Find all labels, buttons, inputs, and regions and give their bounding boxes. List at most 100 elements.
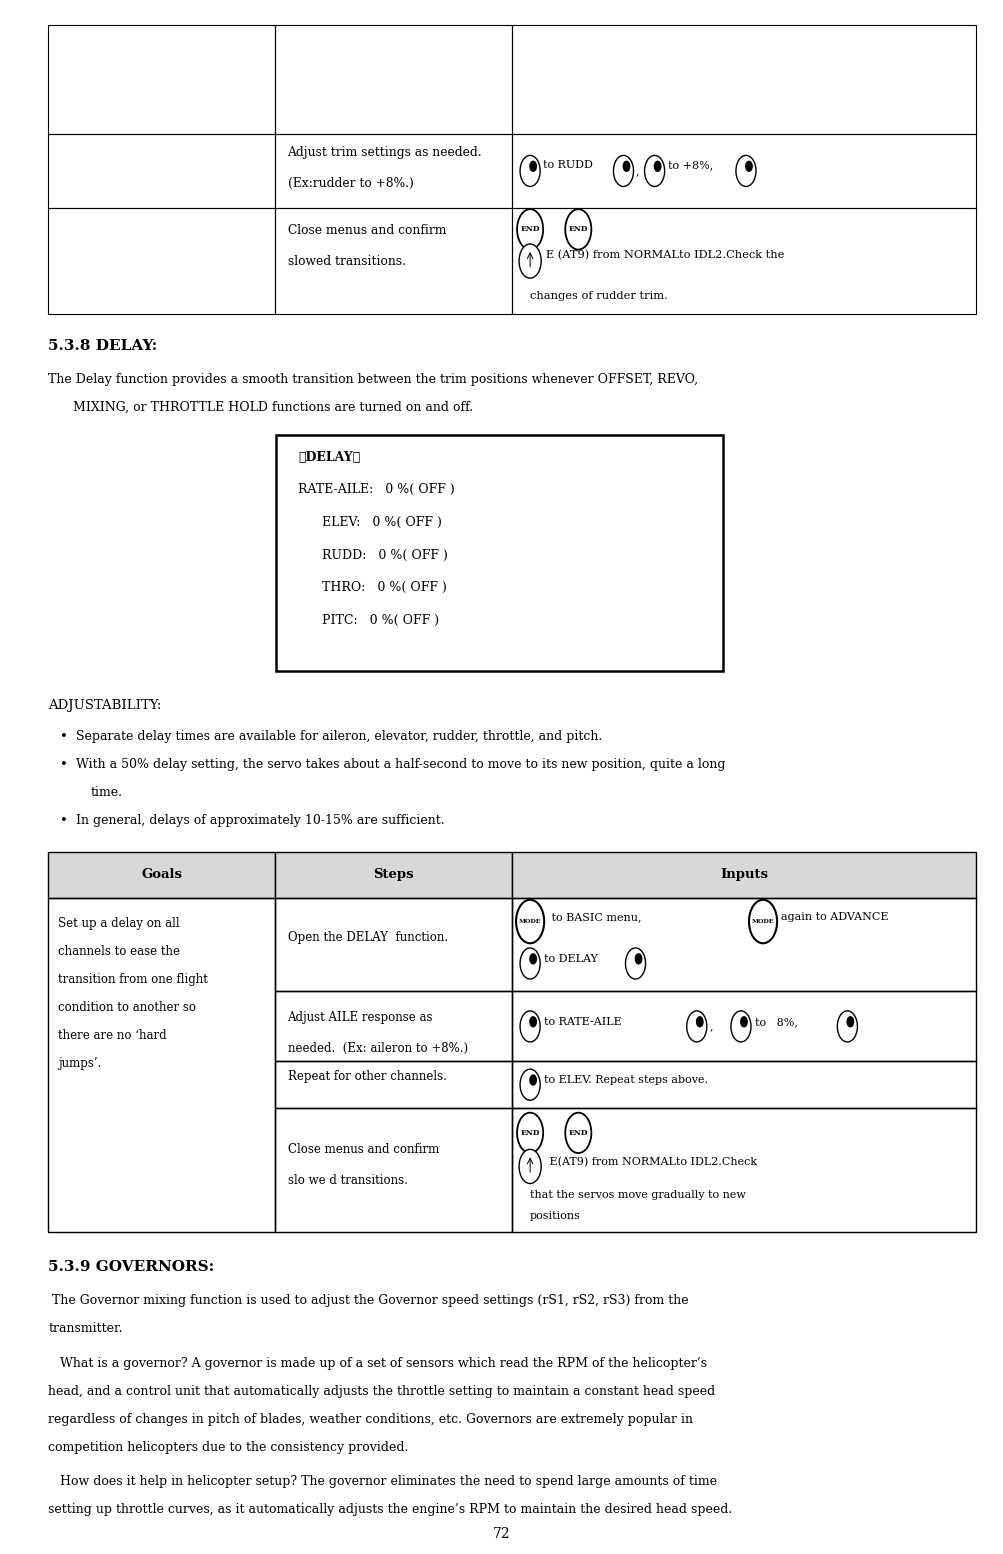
Circle shape — [517, 210, 543, 250]
Text: THRO:   0 %( OFF ): THRO: 0 %( OFF ) — [298, 581, 446, 594]
Text: E (AT9) from NORMALto IDL2.Check the: E (AT9) from NORMALto IDL2.Check the — [546, 250, 783, 260]
Text: What is a governor? A governor is made up of a set of sensors which read the RPM: What is a governor? A governor is made u… — [48, 1357, 706, 1369]
Text: Set up a delay on all: Set up a delay on all — [58, 917, 180, 929]
Text: •: • — [60, 814, 68, 827]
Text: ,: , — [635, 166, 638, 176]
Text: transition from one flight: transition from one flight — [58, 973, 208, 985]
Text: condition to another so: condition to another so — [58, 1001, 196, 1013]
Bar — [512, 208, 975, 314]
Text: END: END — [520, 1128, 540, 1138]
Text: 72: 72 — [492, 1526, 511, 1542]
Text: to DELAY: to DELAY — [544, 954, 598, 963]
Text: jumps’.: jumps’. — [58, 1057, 101, 1069]
Bar — [275, 134, 512, 208]
Text: 【DELAY】: 【DELAY】 — [298, 451, 360, 463]
Circle shape — [520, 1069, 540, 1100]
Circle shape — [847, 1016, 853, 1027]
Circle shape — [654, 162, 660, 171]
Bar — [275, 1061, 512, 1108]
Bar — [512, 134, 975, 208]
Circle shape — [519, 244, 541, 278]
Text: Steps: Steps — [373, 869, 413, 881]
Text: Adjust trim settings as needed.: Adjust trim settings as needed. — [287, 146, 481, 159]
Circle shape — [530, 1016, 536, 1027]
Circle shape — [520, 1012, 540, 1043]
Text: RUDD:   0 %( OFF ): RUDD: 0 %( OFF ) — [298, 549, 447, 561]
Text: Close menus and confirm: Close menus and confirm — [287, 1142, 438, 1156]
Bar — [512, 1108, 975, 1232]
Circle shape — [530, 1075, 536, 1085]
Text: there are no ‘hard: there are no ‘hard — [58, 1029, 166, 1041]
Text: How does it help in helicopter setup? The governor eliminates the need to spend : How does it help in helicopter setup? Th… — [48, 1475, 716, 1487]
Circle shape — [613, 155, 633, 186]
Bar — [275, 25, 512, 134]
Bar — [512, 991, 975, 1061]
Text: transmitter.: transmitter. — [48, 1322, 122, 1335]
Text: PITC:   0 %( OFF ): PITC: 0 %( OFF ) — [298, 614, 439, 626]
Circle shape — [748, 900, 776, 943]
Text: to BASIC menu,: to BASIC menu, — [548, 912, 641, 922]
Text: (Ex:rudder to +8%.): (Ex:rudder to +8%.) — [287, 177, 413, 190]
Text: Adjust AILE response as: Adjust AILE response as — [287, 1012, 432, 1024]
Text: END: END — [568, 1128, 588, 1138]
Text: to +8%,: to +8%, — [667, 160, 712, 169]
Circle shape — [735, 155, 755, 186]
Text: Inputs: Inputs — [719, 869, 767, 881]
Circle shape — [530, 162, 536, 171]
Text: MODE: MODE — [751, 918, 773, 925]
Circle shape — [565, 210, 591, 250]
Text: The Delay function provides a smooth transition between the trim positions whene: The Delay function provides a smooth tra… — [48, 373, 698, 385]
Bar — [48, 25, 275, 134]
Text: With a 50% delay setting, the servo takes about a half-second to move to its new: With a 50% delay setting, the servo take… — [76, 758, 725, 771]
Bar — [48, 208, 275, 314]
Text: regardless of changes in pitch of blades, weather conditions, etc. Governors are: regardless of changes in pitch of blades… — [48, 1413, 692, 1425]
Bar — [48, 134, 275, 208]
Text: ELEV:   0 %( OFF ): ELEV: 0 %( OFF ) — [298, 516, 441, 528]
Text: Separate delay times are available for aileron, elevator, rudder, throttle, and : Separate delay times are available for a… — [76, 730, 602, 743]
Text: Close menus and confirm: Close menus and confirm — [287, 224, 445, 236]
Text: time.: time. — [90, 786, 122, 799]
Bar — [275, 898, 512, 991]
Text: to RATE-AILE: to RATE-AILE — [544, 1016, 621, 1027]
Bar — [512, 25, 975, 134]
Text: slo we d transitions.: slo we d transitions. — [287, 1173, 407, 1187]
Text: END: END — [568, 225, 588, 233]
Text: •: • — [60, 758, 68, 771]
Text: to RUDD: to RUDD — [543, 160, 593, 169]
Circle shape — [745, 162, 751, 171]
Bar — [48, 852, 275, 898]
Text: Repeat for other channels.: Repeat for other channels. — [287, 1071, 446, 1083]
Circle shape — [730, 1012, 750, 1043]
Bar — [275, 1108, 512, 1232]
Circle shape — [520, 155, 540, 186]
Text: needed.  (Ex: aileron to +8%.): needed. (Ex: aileron to +8%.) — [287, 1043, 467, 1055]
Circle shape — [520, 948, 540, 979]
Text: to   8%,: to 8%, — [754, 1016, 797, 1027]
Circle shape — [625, 948, 645, 979]
Circle shape — [623, 162, 629, 171]
Circle shape — [565, 1113, 591, 1153]
Text: channels to ease the: channels to ease the — [58, 945, 181, 957]
Text: setting up throttle curves, as it automatically adjusts the engine’s RPM to main: setting up throttle curves, as it automa… — [48, 1503, 732, 1515]
Bar — [275, 852, 512, 898]
Bar — [512, 898, 975, 991]
Text: •: • — [60, 730, 68, 743]
Text: END: END — [520, 225, 540, 233]
Text: positions: positions — [530, 1211, 581, 1221]
Circle shape — [635, 954, 641, 963]
Bar — [48, 898, 275, 1232]
Bar — [275, 991, 512, 1061]
Circle shape — [516, 900, 544, 943]
Circle shape — [644, 155, 664, 186]
Circle shape — [530, 954, 536, 963]
Text: head, and a control unit that automatically adjusts the throttle setting to main: head, and a control unit that automatica… — [48, 1385, 715, 1397]
Text: ,: , — [709, 1021, 712, 1032]
Text: ADJUSTABILITY:: ADJUSTABILITY: — [48, 699, 161, 712]
Text: that the servos move gradually to new: that the servos move gradually to new — [530, 1190, 745, 1200]
Bar — [276, 435, 722, 671]
Text: competition helicopters due to the consistency provided.: competition helicopters due to the consi… — [48, 1441, 408, 1453]
Text: MIXING, or THROTTLE HOLD functions are turned on and off.: MIXING, or THROTTLE HOLD functions are t… — [73, 401, 473, 413]
Text: changes of rudder trim.: changes of rudder trim. — [530, 291, 667, 300]
Text: E(AT9) from NORMALto IDL2.Check: E(AT9) from NORMALto IDL2.Check — [546, 1156, 756, 1167]
Circle shape — [519, 1150, 541, 1184]
